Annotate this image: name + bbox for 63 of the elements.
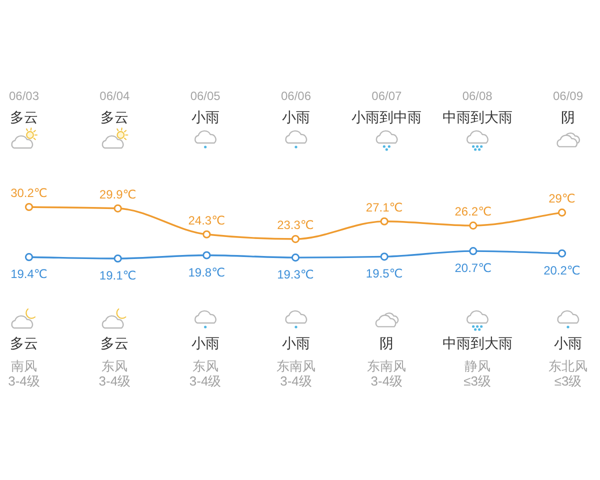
text: 小雨 (554, 335, 582, 351)
text: 东风 (192, 358, 218, 374)
text: 多云 (100, 109, 129, 125)
data-label: 29.9℃ (99, 187, 136, 202)
text: ≤3级 (554, 374, 582, 388)
x-tick-label: 06/06 (280, 89, 312, 103)
point (291, 234, 300, 244)
data-label: 19.4℃ (10, 267, 48, 282)
text: 南风 (11, 358, 37, 374)
point (558, 249, 566, 258)
point (24, 253, 34, 262)
point (380, 217, 388, 226)
point (380, 252, 388, 261)
text: 多云 (10, 335, 38, 351)
data-label: 30.2℃ (10, 186, 48, 200)
data-label: 26.2℃ (454, 204, 492, 219)
point (202, 251, 211, 260)
data-label: 20.7℃ (454, 261, 492, 276)
point (114, 254, 122, 263)
point (469, 222, 478, 230)
text: 东北风 (548, 358, 588, 374)
text: 3-4级 (280, 374, 312, 388)
text: 3-4级 (370, 374, 403, 388)
text: 多云 (100, 335, 129, 351)
data-label: 20.2℃ (544, 263, 580, 278)
data-label: 29℃ (548, 192, 576, 206)
text: 小雨 (282, 109, 310, 125)
text: 小雨 (191, 335, 220, 351)
data-label: 24.3℃ (188, 213, 226, 228)
data-label: 19.3℃ (277, 268, 314, 282)
point (291, 254, 300, 262)
point (24, 202, 34, 212)
text: 多云 (10, 109, 38, 125)
x-tick-label: 06/04 (100, 89, 130, 103)
data-label: 27.1℃ (366, 200, 403, 214)
text: 静风 (464, 358, 490, 374)
point (469, 247, 478, 256)
text: 阴 (561, 109, 575, 125)
x-tick-label: 06/07 (372, 89, 402, 103)
text: 3-4级 (189, 374, 222, 388)
text: 3-4级 (98, 374, 131, 388)
text: 中雨到大雨 (442, 109, 512, 125)
x-tick-label: 06/08 (462, 89, 493, 103)
text: 小雨 (282, 335, 310, 351)
data-label: 19.8℃ (188, 265, 226, 280)
text: ≤3级 (464, 374, 492, 388)
x-tick-label: 06/09 (552, 89, 584, 103)
point (558, 208, 566, 217)
text: 3-4级 (8, 374, 40, 388)
point (114, 204, 122, 212)
point (202, 230, 211, 238)
text: 中雨到大雨 (442, 335, 512, 351)
text: 小雨到中雨 (352, 109, 422, 125)
text: 小雨 (191, 109, 220, 125)
x-tick-label: 06/03 (8, 89, 40, 103)
text: 东风 (102, 358, 128, 374)
data-label: 19.5℃ (366, 266, 403, 281)
data-label: 19.1℃ (99, 268, 136, 282)
data-label: 23.3℃ (277, 218, 314, 232)
text: 阴 (380, 335, 394, 351)
x-tick-label: 06/05 (190, 89, 221, 103)
text: 东南风 (367, 358, 406, 374)
text: 东南风 (276, 358, 316, 374)
